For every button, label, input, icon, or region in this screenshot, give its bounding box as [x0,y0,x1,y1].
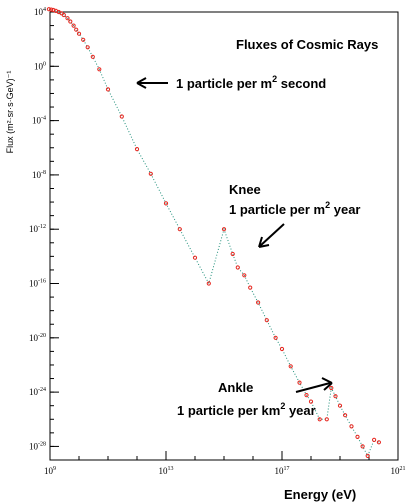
y-tick-label: 104 [34,7,46,17]
data-point [230,251,235,257]
knee-text: 1 particle per m2 year [229,200,361,217]
arrow-line [295,382,331,393]
data-point [355,434,360,439]
data-point [288,364,293,369]
data-point [206,281,211,286]
data-point [65,16,70,21]
data-point [49,7,54,12]
y-axis-label: Flux (m²·sr·s·GeV)⁻¹ [5,71,15,154]
data-point [242,273,247,278]
y-tick-label: 10-8 [32,170,46,180]
data-point [376,440,381,445]
y-tick-label: 10-12 [29,224,46,234]
arrow-head [258,236,270,248]
data-point [264,318,269,323]
x-tick-label: 1017 [275,466,290,476]
data-point [248,285,253,290]
data-point [337,403,343,408]
data-point [360,444,365,449]
annotation-text: 1 particle per m2 second [176,74,326,91]
y-tick-label: 10-4 [32,116,46,126]
data-point [134,147,140,152]
data-point [192,255,198,260]
data-point [68,19,73,24]
annotation-one-per-m2-second: 1 particle per m2 second [136,74,326,91]
data-point [235,265,240,270]
data-point [349,424,354,429]
annotation-ankle: Ankle 1 particle per km2 year [177,377,333,418]
data-point [97,67,102,72]
arrow-head [321,377,333,391]
y-tick-label: 100 [34,61,46,71]
arrow-head [136,77,147,89]
data-point [297,380,302,385]
data-point [304,393,309,398]
data-point [308,399,314,404]
x-axis-ticks: 109 1013 1017 1021 [44,451,406,476]
data-point [71,23,76,28]
data-point [221,227,227,232]
trend-line [48,8,380,458]
data-point [90,54,95,59]
data-point [372,437,377,442]
data-point [61,12,66,18]
x-tick-label: 1013 [159,466,174,476]
data-point [46,7,52,12]
x-tick-label: 1021 [391,466,406,476]
arrow-line [259,223,285,247]
knee-title: Knee [229,182,261,197]
data-point [76,31,82,36]
y-tick-label: 10-16 [29,279,46,289]
data-point [324,417,329,422]
annotation-knee: Knee 1 particle per m2 year [229,182,361,248]
data-point [273,335,278,340]
data-point [74,27,79,32]
plot-frame [49,11,399,461]
data-point [148,171,153,176]
data-point [177,227,182,232]
data-point [343,413,348,418]
data-point [85,45,90,50]
data-point [105,87,111,92]
data-point [163,201,169,206]
y-tick-label: 10-28 [29,441,46,451]
chart-title: Fluxes of Cosmic Rays [236,37,378,52]
y-tick-label: 10-20 [29,333,46,343]
data-point [119,114,124,119]
data-point [279,346,285,352]
trend-polyline [48,8,380,458]
y-tick-label: 10-24 [29,387,46,397]
ankle-text: 1 particle per km2 year [177,401,316,418]
data-point [329,385,334,391]
y-axis-ticks: 104 100 10-4 10-8 10-12 10-16 10-20 10-24 10-28 [29,7,59,461]
x-tick-label: 109 [44,466,56,476]
data-point [365,453,370,458]
data-point [333,394,338,399]
data-points [46,7,381,458]
ankle-title: Ankle [218,380,253,395]
data-point [81,37,86,42]
data-point [317,417,322,422]
x-axis-label: Energy (eV) [284,487,356,502]
data-point [256,300,261,305]
